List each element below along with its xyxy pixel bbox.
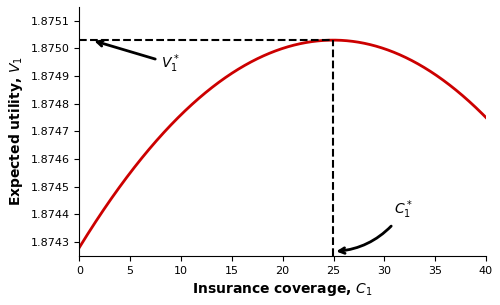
Text: $C_1^*$: $C_1^*$: [340, 199, 413, 253]
Y-axis label: Expected utility, $V_1$: Expected utility, $V_1$: [7, 56, 25, 206]
X-axis label: Insurance coverage, $C_1$: Insurance coverage, $C_1$: [192, 281, 373, 298]
Text: $V_1^*$: $V_1^*$: [97, 41, 180, 75]
